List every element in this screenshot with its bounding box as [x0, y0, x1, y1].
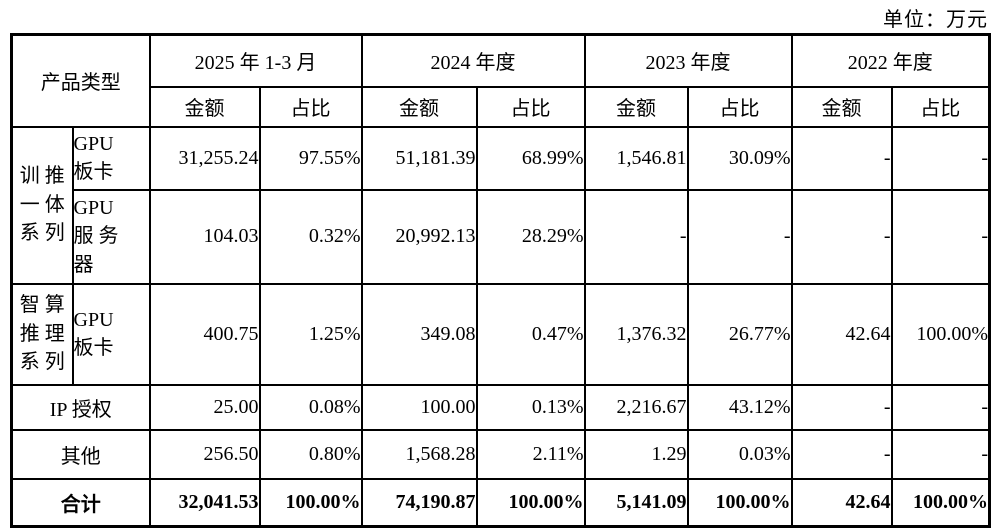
total-value: 74,190.87: [360, 477, 478, 528]
sub-label-gpu-board: GPU 板卡: [71, 125, 151, 191]
period-header-2022: 2022 年度: [790, 33, 991, 88]
cell-value: 1,376.32: [583, 282, 689, 386]
cell-value: -: [790, 383, 893, 431]
cell-value: -: [583, 188, 689, 285]
row-label-total: 合计: [10, 477, 151, 528]
cell-value: 2.11%: [475, 428, 586, 480]
cell-value: 30.09%: [686, 125, 793, 191]
cell-value: 68.99%: [475, 125, 586, 191]
ratio-header-2025: 占比: [258, 85, 363, 128]
sub-label-gpu-board: GPU 板卡: [71, 282, 151, 386]
table-row: IP 授权 25.00 0.08% 100.00 0.13% 2,216.67 …: [10, 383, 991, 431]
cell-value: 0.80%: [258, 428, 363, 480]
cell-value: -: [790, 428, 893, 480]
cell-value: 51,181.39: [360, 125, 478, 191]
total-value: 100.00%: [890, 477, 991, 528]
cell-value: 256.50: [148, 428, 261, 480]
cell-value: 0.32%: [258, 188, 363, 285]
cell-value: 349.08: [360, 282, 478, 386]
cell-value: 1,568.28: [360, 428, 478, 480]
cell-value: 400.75: [148, 282, 261, 386]
ratio-header-2022: 占比: [890, 85, 991, 128]
cell-value: 28.29%: [475, 188, 586, 285]
total-value: 100.00%: [475, 477, 586, 528]
amount-header-2025: 金额: [148, 85, 261, 128]
total-value: 100.00%: [258, 477, 363, 528]
cell-value: 97.55%: [258, 125, 363, 191]
row-label-other: 其他: [10, 428, 151, 480]
cell-value: 1.25%: [258, 282, 363, 386]
cell-value: 0.47%: [475, 282, 586, 386]
cell-value: 31,255.24: [148, 125, 261, 191]
amount-header-2022: 金额: [790, 85, 893, 128]
total-value: 42.64: [790, 477, 893, 528]
cell-value: -: [890, 383, 991, 431]
period-header-2025: 2025 年 1-3 月: [148, 33, 363, 88]
ratio-header-2023: 占比: [686, 85, 793, 128]
table-row: 训 推 一 体 系 列 GPU 板卡 31,255.24 97.55% 51,1…: [10, 125, 991, 285]
group-label-training-inference: 训 推 一 体 系 列: [10, 125, 74, 285]
total-value: 5,141.09: [583, 477, 689, 528]
header-row-periods: 产品类型 2025 年 1-3 月 2024 年度 2023 年度 2022 年…: [10, 33, 991, 128]
cell-value: 104.03: [148, 188, 261, 285]
cell-value: 0.08%: [258, 383, 363, 431]
cell-value: -: [890, 125, 991, 191]
period-header-2023: 2023 年度: [583, 33, 793, 88]
cell-value: 2,216.67: [583, 383, 689, 431]
sub-label-gpu-server: GPU 服 务 器: [71, 188, 151, 285]
cell-value: 43.12%: [686, 383, 793, 431]
cell-value: 0.03%: [686, 428, 793, 480]
header-row-measures: 金额 占比 金额 占比 金额 占比 金额 占比: [12, 85, 991, 128]
cell-value: 100.00%: [890, 282, 991, 386]
total-value: 32,041.53: [148, 477, 261, 528]
unit-label: 单位：万元: [883, 9, 988, 31]
cell-value: -: [890, 188, 991, 285]
cell-value: -: [890, 428, 991, 480]
total-value: 100.00%: [686, 477, 793, 528]
table-row: 其他 256.50 0.80% 1,568.28 2.11% 1.29 0.03…: [10, 428, 991, 480]
cell-value: 26.77%: [686, 282, 793, 386]
cell-value: 20,992.13: [360, 188, 478, 285]
group-label-smart-inference: 智 算 推 理 系 列: [10, 282, 74, 386]
cell-value: -: [790, 188, 893, 285]
product-type-header: 产品类型: [10, 33, 151, 128]
cell-value: 25.00: [148, 383, 261, 431]
ratio-header-2024: 占比: [475, 85, 586, 128]
period-header-2024: 2024 年度: [360, 33, 586, 88]
cell-value: -: [790, 125, 893, 191]
cell-value: 1.29: [583, 428, 689, 480]
amount-header-2024: 金额: [360, 85, 478, 128]
revenue-by-product-table: 产品类型 2025 年 1-3 月 2024 年度 2023 年度 2022 年…: [10, 33, 991, 528]
amount-header-2023: 金额: [583, 85, 689, 128]
table-row: GPU 服 务 器 104.03 0.32% 20,992.13 28.29% …: [12, 188, 991, 285]
row-label-ip-license: IP 授权: [10, 383, 151, 431]
cell-value: 42.64: [790, 282, 893, 386]
cell-value: -: [686, 188, 793, 285]
cell-value: 0.13%: [475, 383, 586, 431]
total-row: 合计 32,041.53 100.00% 74,190.87 100.00% 5…: [10, 477, 991, 528]
table-row: 智 算 推 理 系 列 GPU 板卡 400.75 1.25% 349.08 0…: [10, 282, 991, 386]
cell-value: 100.00: [360, 383, 478, 431]
cell-value: 1,546.81: [583, 125, 689, 191]
